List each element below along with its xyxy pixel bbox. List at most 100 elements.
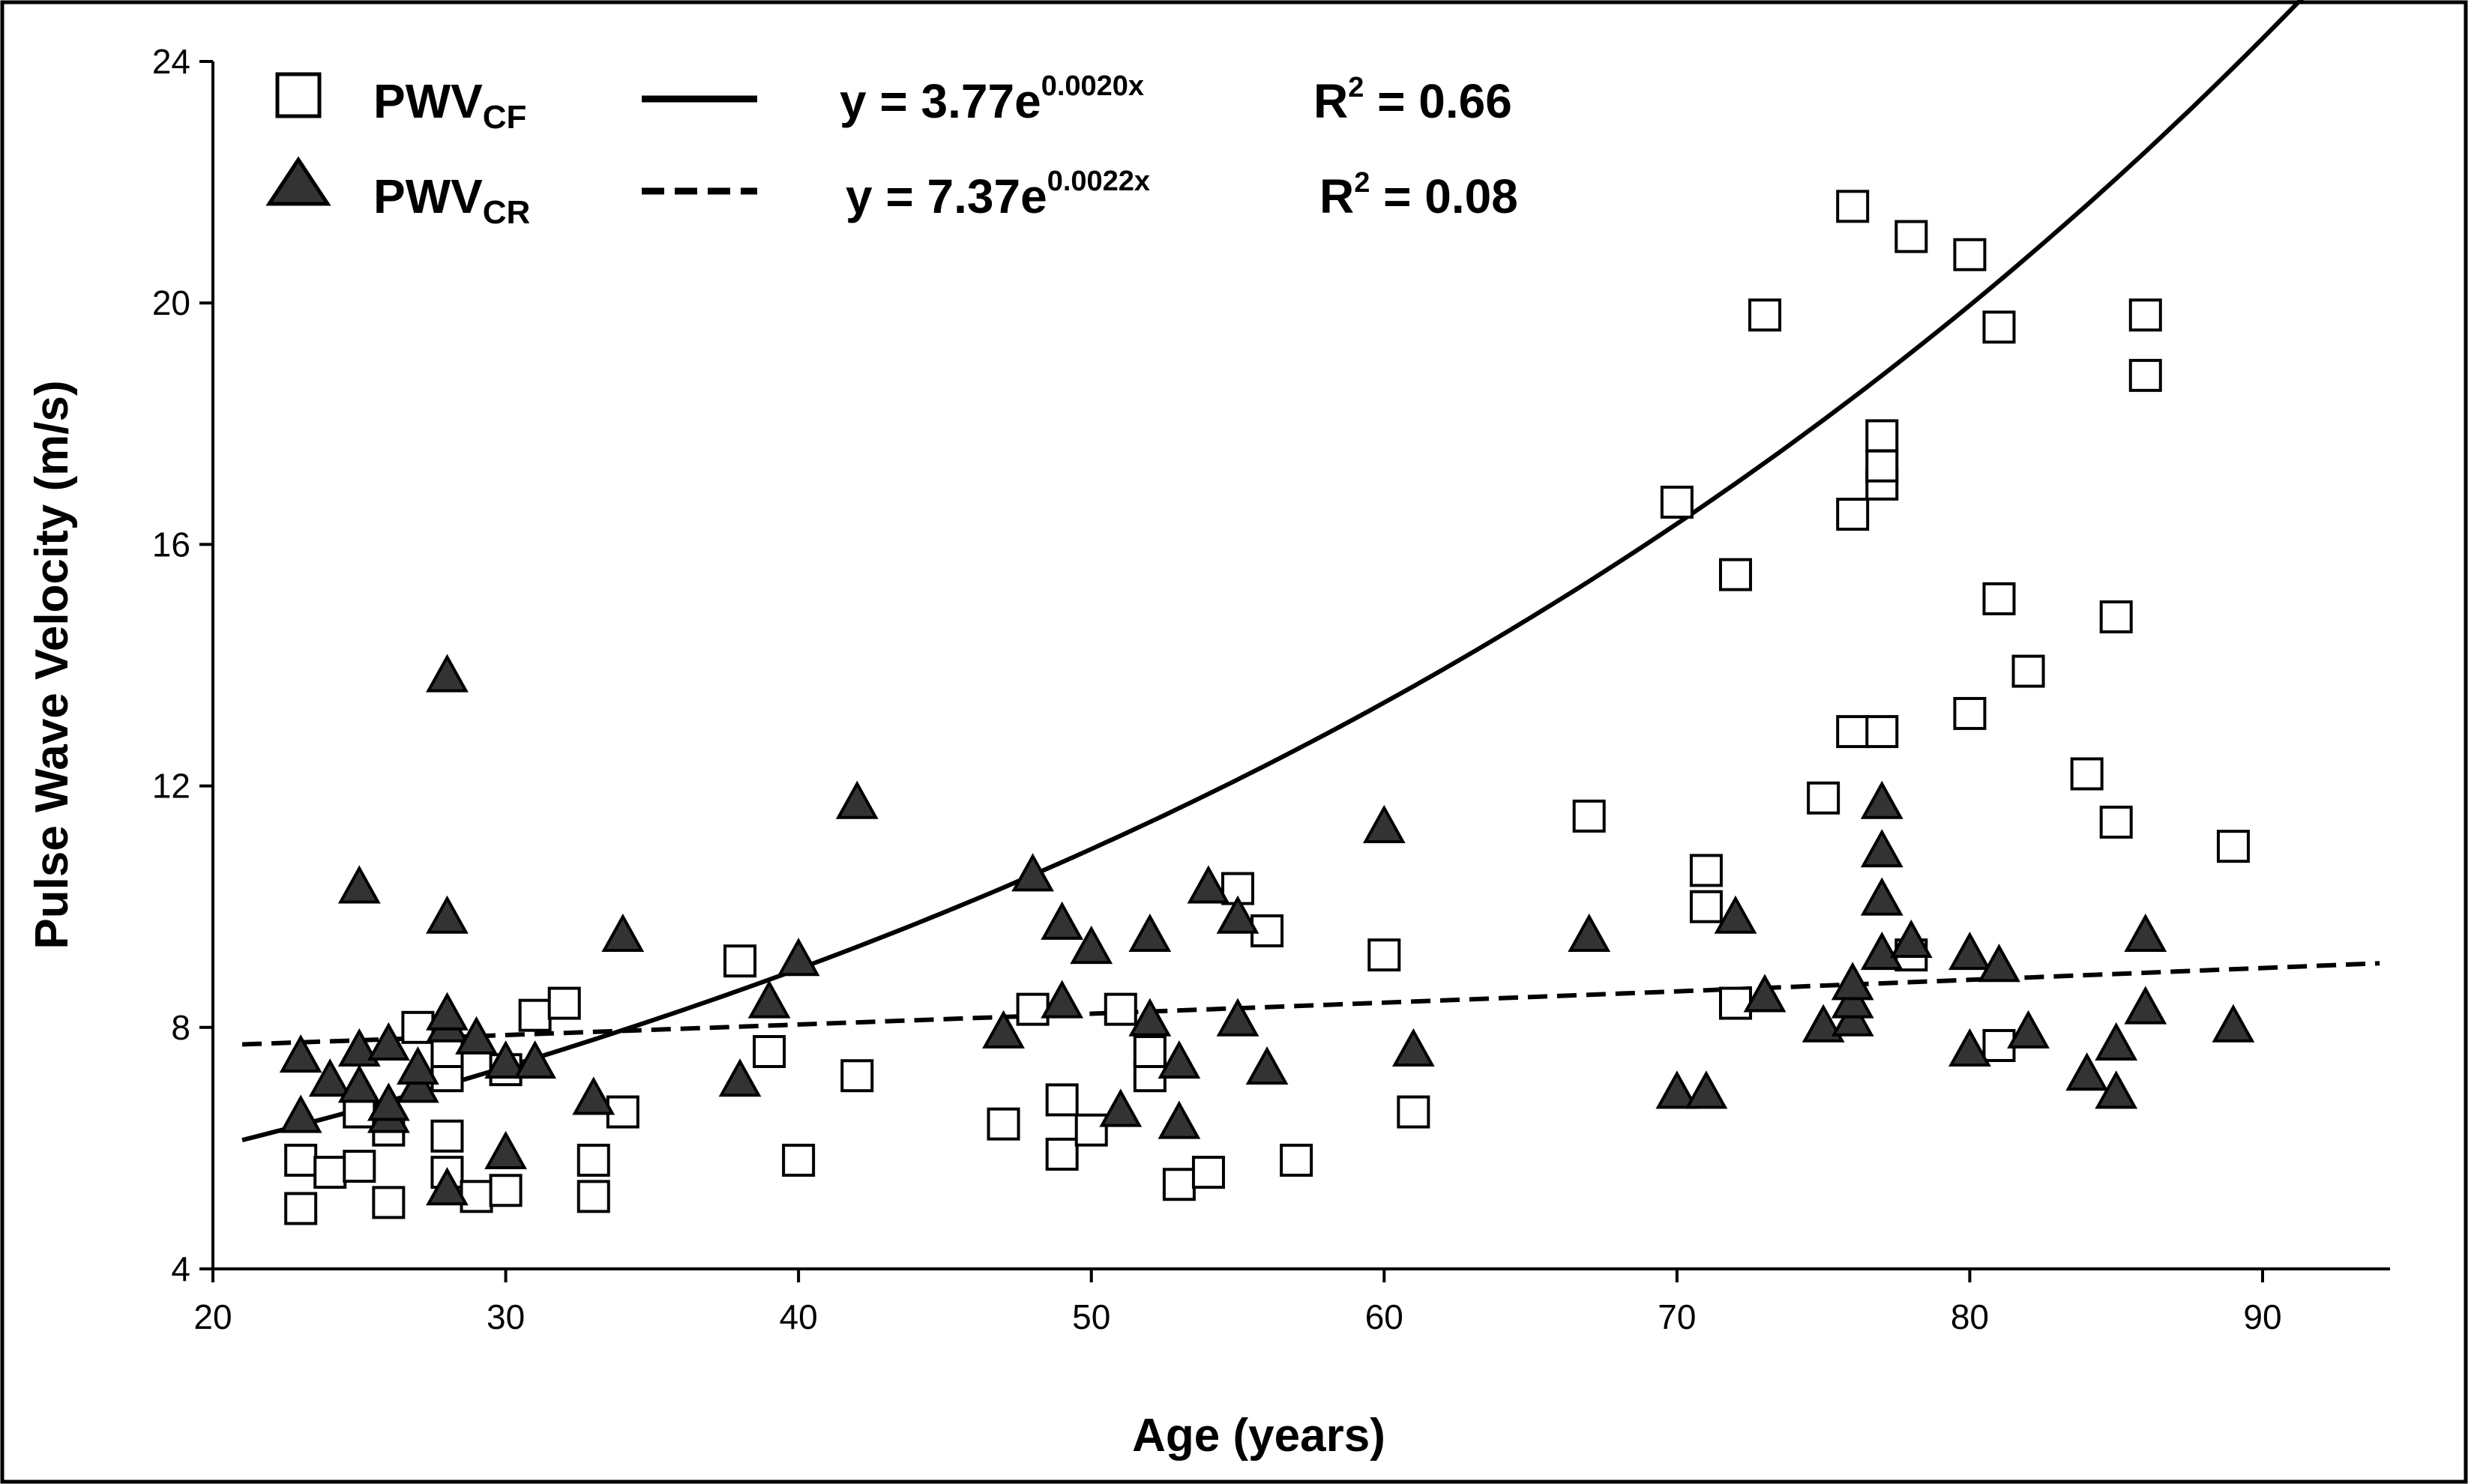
point-cr-triangle [1685,1070,1728,1109]
point-cr-triangle [367,1022,410,1061]
point-cf-square [987,1107,1020,1141]
point-cf-square [1191,1156,1225,1189]
point-cr-triangle [835,780,879,819]
point-cf-square [1836,715,1870,749]
trend-line-cf [241,0,2304,1143]
legend-triangle-marker [265,156,331,206]
point-cr-triangle [337,1064,381,1103]
trend-line-cr [241,961,2380,1047]
point-cf-square [2099,600,2133,634]
x-tick-label: 90 [2243,1297,2281,1336]
x-ticks: 20 30 40 50 60 70 80 90 [193,1269,2282,1336]
point-cr-triangle [1860,829,1903,868]
point-cr-triangle [337,865,381,904]
point-cf-square [2128,358,2162,392]
point-cr-triangle [1362,804,1406,843]
point-cf-square [1045,1083,1079,1117]
point-cr-triangle [279,1034,322,1073]
legend-r2-cf: R2 = 0.66 [1313,72,1512,128]
point-cr-triangle [1041,901,1084,940]
point-cr-triangle [2007,1010,2050,1049]
x-tick-label: 20 [193,1297,232,1336]
point-cr-triangle [1568,913,1611,952]
point-cf-square [1367,938,1401,972]
point-cf-square [577,1180,610,1213]
point-cr-triangle [426,1167,469,1206]
point-cr-triangle [397,1046,439,1085]
point-cf-square [2011,654,2045,688]
point-cf-square [1016,992,1050,1026]
point-cf-square [1045,1137,1079,1171]
point-cr-triangle [484,1040,527,1079]
point-cr-triangle [2065,1052,2109,1091]
point-cr-triangle [426,992,469,1031]
point-cr-triangle [1889,919,1933,959]
y-tick-label: 24 [152,42,190,81]
point-cr-triangle [718,1058,762,1097]
point-cr-triangle [1041,980,1084,1019]
legend-r2-cr: R2 = 0.08 [1319,167,1518,223]
point-cf-square [577,1144,610,1177]
point-cf-square [1104,992,1137,1026]
y-tick-label: 20 [152,283,190,322]
x-tick-label: 70 [1658,1297,1696,1336]
point-cf-square [1689,890,1723,923]
point-cr-triangle [1245,1046,1289,1085]
point-cr-triangle [1187,865,1230,904]
x-tick-label: 80 [1951,1297,1989,1336]
y-tick-label: 8 [171,1008,190,1047]
y-tick-label: 12 [152,767,190,806]
point-cr-triangle [2124,986,2167,1025]
point-cf-square [284,1144,318,1177]
point-cr-triangle [308,1058,352,1097]
y-ticks: 4 8 12 16 20 24 [152,42,213,1288]
point-cf-square [1982,582,2016,615]
point-cr-triangle [1948,1028,1991,1067]
point-cr-triangle [484,1130,527,1169]
legend-label-cr: PWVCR [373,169,530,231]
point-cf-square [840,1059,874,1093]
point-cr-triangle [982,1010,1025,1049]
point-cr-triangle [1011,853,1054,892]
point-cf-square [284,1192,318,1225]
point-cr-triangle [1860,932,1903,971]
point-cr-triangle [1070,925,1113,965]
point-cr-triangle [1391,1028,1435,1067]
point-cf-square [1162,1168,1196,1201]
point-cr-triangle [514,1040,557,1079]
point-cr-triangle [1743,974,1787,1013]
point-cf-square [1807,781,1841,815]
x-tick-label: 40 [780,1297,818,1336]
point-cf-square [313,1156,347,1189]
point-cf-square [343,1150,376,1183]
point-cr-triangle [1655,1070,1699,1109]
legend-equation-cr: y = 7.37e0.0022x [846,166,1150,223]
point-cr-triangle [1714,895,1757,934]
x-tick-label: 50 [1072,1297,1110,1336]
point-cr-triangle [1802,1004,1845,1043]
point-cr-triangle [1860,780,1903,819]
point-cr-triangle [426,654,469,693]
legend: PWVCF y = 3.77e0.0020x R2 = 0.66 PWVCR y… [265,70,1518,231]
point-cf-square [1660,486,1694,519]
point-cf-square [1865,419,1899,453]
point-cf-square [489,1174,523,1207]
point-cf-square [1718,986,1752,1020]
point-cf-square [430,1119,464,1153]
point-cr-triangle [1860,877,1903,916]
y-axis-title: Pulse Wave Velocity (m/s) [26,380,78,949]
point-cr-triangle [1128,913,1172,952]
point-cf-square [1133,1035,1167,1069]
point-cr-triangle [1128,998,1172,1037]
point-cf-square [2216,830,2250,863]
point-cf-square [2128,298,2162,332]
y-tick-label: 4 [171,1249,190,1288]
point-cr-triangle [601,913,645,952]
point-cr-triangle [1158,1040,1201,1079]
point-cr-triangle [455,1016,498,1055]
point-cf-square [1572,799,1606,833]
point-cf-square [1397,1095,1430,1129]
point-cf-square [1982,310,2016,344]
